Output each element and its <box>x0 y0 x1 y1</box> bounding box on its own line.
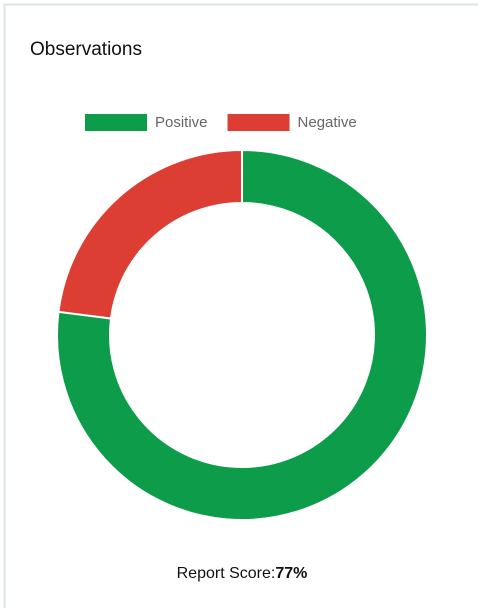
legend-label: Positive <box>155 114 208 131</box>
card-title: Observations <box>30 39 142 60</box>
score-value: 77% <box>275 565 307 582</box>
doughnut-segment <box>57 148 243 320</box>
report-score: Report Score:77% <box>177 565 308 582</box>
legend-swatch <box>85 114 147 131</box>
score-label: Report Score: <box>177 565 276 582</box>
legend-label: Negative <box>298 114 357 131</box>
legend-swatch <box>227 114 290 131</box>
doughnut-segment <box>56 148 428 521</box>
